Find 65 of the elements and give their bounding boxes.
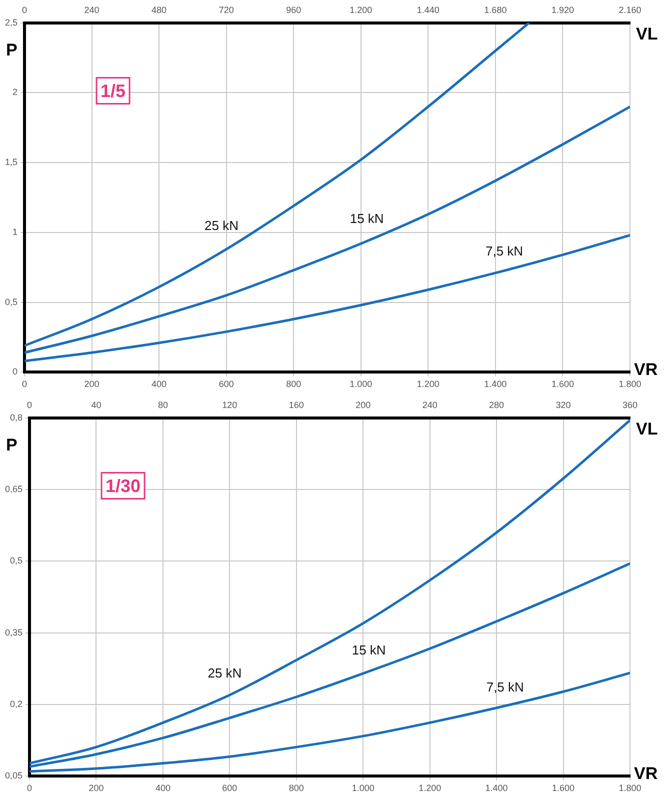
x-tick-label: 200 — [88, 783, 104, 794]
x2-tick-label: 0 — [27, 400, 32, 410]
x-tick-label: 1.800 — [618, 379, 642, 390]
x2-tick-label: 1.200 — [350, 4, 372, 15]
x-axis-title: VR — [634, 360, 658, 379]
series-label: 25 kN — [204, 218, 238, 233]
y-tick-label: 0,5 — [4, 296, 18, 307]
y-axis-title: P — [6, 435, 18, 454]
y-tick-label: 0 — [12, 366, 18, 377]
series-label: 7,5 kN — [485, 244, 524, 259]
x-tick-label: 1.000 — [352, 783, 374, 794]
x2-tick-label: 2.160 — [618, 4, 642, 15]
x2-tick-label: 80 — [158, 400, 168, 410]
x2-tick-label: 240 — [422, 400, 438, 410]
x2-tick-label: 1.680 — [484, 4, 507, 15]
y-tick-label: 0,8 — [10, 412, 23, 422]
y-tick-label: 0,5 — [10, 556, 23, 566]
x-tick-label: 400 — [152, 379, 167, 390]
x-tick-label: 1.600 — [551, 379, 574, 390]
x2-tick-label: 40 — [91, 400, 102, 410]
x-tick-label: 600 — [222, 783, 238, 794]
y-tick-label: 0,65 — [4, 484, 23, 494]
x-tick-label: 1.400 — [485, 783, 508, 794]
x2-tick-label: 1.920 — [551, 4, 574, 15]
x2-tick-label: 240 — [84, 4, 100, 15]
y-axis-title: P — [6, 40, 18, 60]
x-tick-label: 800 — [288, 783, 304, 794]
y-tick-label: 0,35 — [4, 627, 23, 638]
x2-tick-label: 480 — [152, 4, 167, 15]
y-tick-label: 0,2 — [10, 699, 23, 710]
x-axis-title: VR — [634, 764, 658, 783]
x-tick-label: 1.800 — [618, 783, 642, 794]
x-tick-label: 1.200 — [416, 379, 440, 390]
x-tick-label: 600 — [218, 379, 234, 390]
x-tick-label: 1.200 — [418, 783, 442, 794]
x-tick-label: 0 — [27, 783, 32, 794]
line-series — [24, 22, 530, 347]
series-label: 15 kN — [352, 642, 386, 658]
y-tick-label: 2,5 — [4, 17, 18, 28]
annotation: 1/5 — [100, 80, 126, 101]
x-tick-label: 400 — [155, 783, 170, 794]
x2-tick-label: 960 — [286, 4, 302, 15]
x2-axis-title: VL — [636, 24, 658, 44]
x-tick-label: 1.400 — [484, 379, 507, 390]
x-tick-label: 1.600 — [552, 783, 575, 794]
x2-tick-label: 120 — [222, 400, 238, 410]
annotation: 1/30 — [106, 476, 141, 496]
x2-tick-label: 320 — [556, 400, 571, 410]
x-tick-label: 1.000 — [350, 379, 372, 390]
x2-tick-label: 360 — [622, 400, 638, 410]
series-label: 7,5 kN — [486, 679, 524, 694]
x2-tick-label: 280 — [489, 400, 504, 410]
y-tick-label: 1 — [12, 226, 18, 237]
y-tick-label: 0,05 — [4, 770, 23, 781]
x2-tick-label: 720 — [218, 4, 234, 15]
series-label: 25 kN — [208, 666, 242, 681]
y-tick-label: 2 — [12, 87, 18, 98]
y-tick-label: 1,5 — [4, 157, 18, 168]
x2-tick-label: 1.440 — [416, 4, 440, 15]
x2-tick-label: 160 — [288, 400, 304, 410]
x-tick-label: 800 — [286, 379, 302, 390]
x-tick-label: 200 — [84, 379, 100, 390]
x2-axis-title: VL — [636, 419, 658, 438]
x2-tick-label: 200 — [356, 400, 371, 410]
series-label: 15 kN — [350, 210, 384, 226]
